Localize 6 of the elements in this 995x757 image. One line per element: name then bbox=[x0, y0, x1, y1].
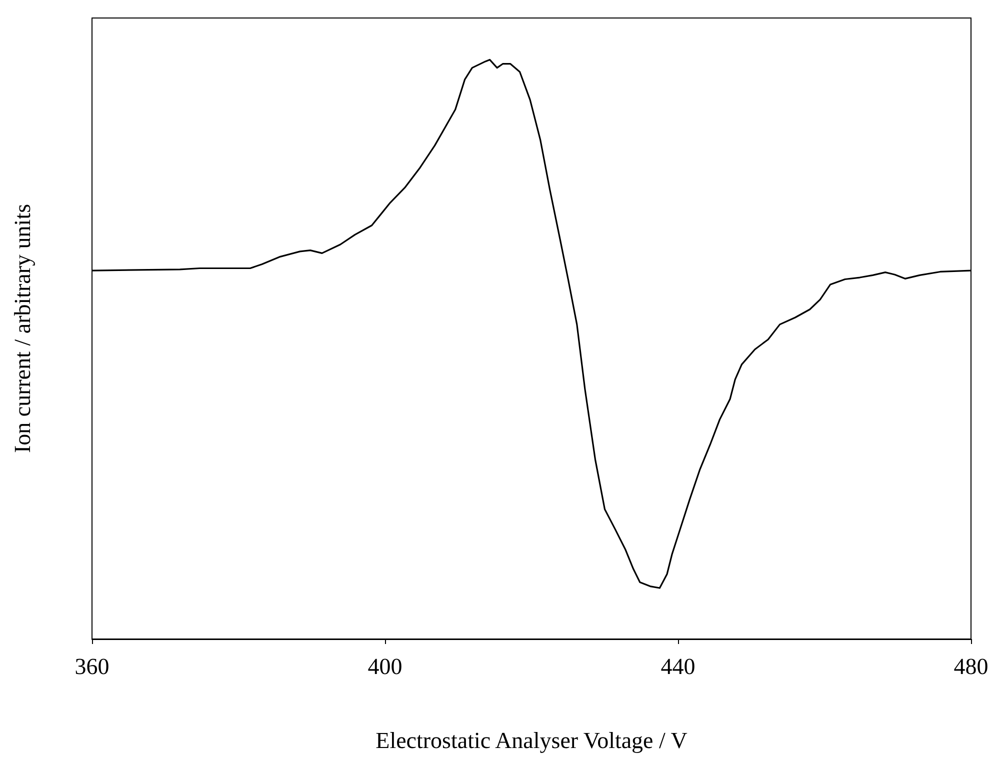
x-tick-label: 360 bbox=[74, 654, 110, 679]
x-tick-label: 400 bbox=[368, 654, 402, 679]
x-axis-title: Electrostatic Analyser Voltage / V bbox=[376, 728, 688, 753]
x-tick-label: 480 bbox=[954, 654, 988, 679]
x-tick-label: 440 bbox=[660, 654, 696, 679]
y-axis-title: Ion current / arbitrary units bbox=[10, 204, 35, 454]
